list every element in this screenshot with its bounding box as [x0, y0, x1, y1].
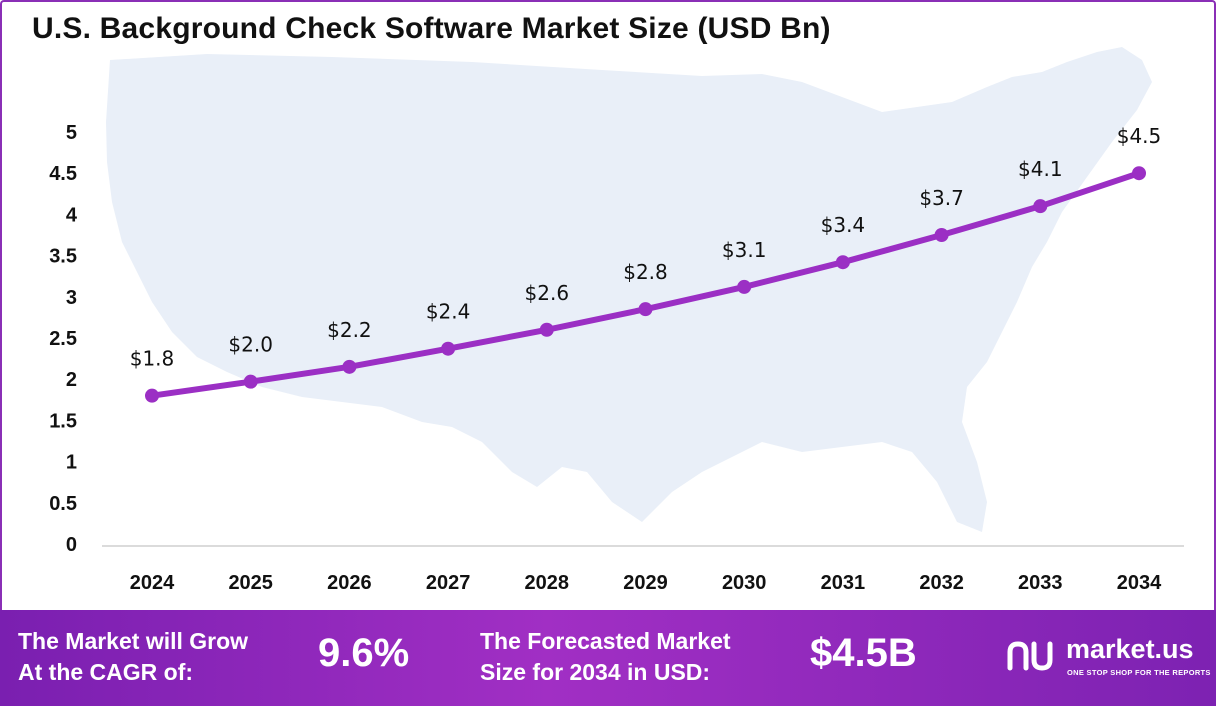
chart-title: U.S. Background Check Software Market Si… [32, 12, 831, 45]
data-label: $1.8 [130, 347, 175, 371]
y-tick-label: 0.5 [49, 493, 77, 515]
line-chart: 0 0.5 1 1.5 2 2.5 3 3.5 4 4.5 5 2024 2025 2026 2027 20… [49, 47, 1184, 594]
brand-tagline: ONE STOP SHOP FOR THE REPORTS [1067, 668, 1211, 677]
forecast-label: The Forecasted Market Size for 2034 in U… [480, 626, 731, 688]
data-point [539, 322, 554, 337]
y-tick-label: 4 [66, 204, 78, 226]
data-label: $4.1 [1018, 157, 1063, 181]
x-tick-label: 2032 [919, 572, 964, 594]
market-us-logo-icon [1007, 641, 1053, 671]
data-point [638, 302, 653, 317]
x-tick-label: 2033 [1018, 572, 1063, 594]
cagr-label-line2: At the CAGR of: [18, 659, 194, 685]
data-label: $3.7 [919, 186, 964, 210]
y-tick-label: 5 [66, 122, 77, 144]
x-tick-label: 2025 [228, 572, 273, 594]
y-tick-label: 0 [66, 534, 77, 556]
data-label: $2.8 [623, 260, 668, 284]
y-tick-label: 1.5 [49, 410, 77, 432]
footer-banner: The Market will Grow At the CAGR of: 9.6… [0, 610, 1216, 706]
x-tick-label: 2026 [327, 572, 372, 594]
data-label: $4.5 [1117, 124, 1162, 148]
forecast-label-line2: Size for 2034 in USD: [480, 659, 711, 685]
data-label: $2.6 [525, 281, 570, 305]
data-point [1033, 199, 1048, 214]
x-tick-label: 2034 [1117, 572, 1162, 594]
data-point [441, 341, 456, 356]
data-point [342, 359, 357, 374]
cagr-label: The Market will Grow At the CAGR of: [18, 626, 248, 688]
x-tick-label: 2024 [130, 572, 175, 594]
x-tick-label: 2029 [623, 572, 668, 594]
data-point [737, 279, 752, 294]
data-point [934, 228, 949, 242]
data-point [1132, 166, 1146, 181]
y-tick-label: 4.5 [49, 163, 77, 185]
data-point [243, 374, 258, 389]
data-label: $2.0 [228, 333, 273, 357]
brand-name: market.us [1066, 634, 1194, 664]
cagr-value: 9.6% [318, 631, 410, 675]
cagr-label-line1: The Market will Grow [18, 628, 249, 654]
y-tick-label: 1 [66, 452, 77, 474]
forecast-value: $4.5B [810, 631, 917, 675]
data-label: $2.2 [327, 318, 372, 342]
y-tick-label: 2.5 [49, 328, 77, 350]
x-tick-label: 2030 [722, 572, 767, 594]
forecast-label-line1: The Forecasted Market [480, 628, 731, 654]
data-label: $3.4 [821, 213, 866, 237]
us-map-background [106, 47, 1152, 532]
data-point [835, 255, 850, 270]
y-tick-label: 3.5 [49, 246, 77, 268]
x-tick-label: 2031 [821, 572, 866, 594]
y-tick-label: 2 [66, 369, 77, 391]
y-tick-label: 3 [66, 287, 77, 309]
data-point [145, 388, 159, 403]
x-tick-label: 2027 [426, 572, 471, 594]
data-label: $3.1 [722, 238, 767, 262]
x-tick-label: 2028 [525, 572, 570, 594]
data-label: $2.4 [426, 300, 471, 324]
chart-frame: U.S. Background Check Software Market Si… [0, 0, 1216, 610]
